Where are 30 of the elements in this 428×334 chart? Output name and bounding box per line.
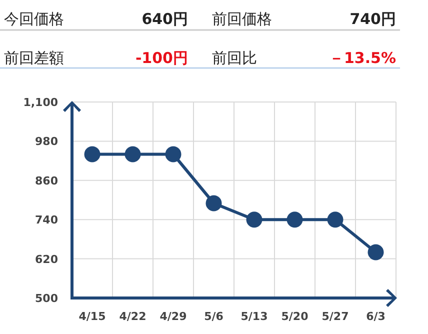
text: －13.5% [328,49,396,67]
point [165,146,182,162]
x-tick-label: 6/3 [366,310,386,323]
point [327,212,344,228]
point [368,244,384,260]
text: 640円 [142,10,188,28]
y-tick-label: 860 [35,174,58,188]
point [124,146,141,162]
text: -100円 [135,49,188,67]
x-tick-label: 5/6 [204,310,224,323]
x-tick-label: 5/13 [240,310,268,323]
point [246,212,262,228]
y-tick-label: 740 [35,214,58,227]
y-tick-label: 620 [35,252,58,266]
text: 740円 [350,10,396,28]
x-tick-label: 5/27 [322,310,349,323]
y-tick-label: 1,100 [23,96,58,109]
text: 前回差額 [4,49,64,67]
point [206,195,222,212]
x-tick-label: 4/22 [119,310,146,323]
y-tick-label: 980 [35,135,58,148]
point [286,212,303,228]
text: 前回価格 [212,10,272,28]
y-tick-label: 500 [35,292,58,305]
x-tick-label: 5/20 [281,310,309,323]
text: 今回価格 [4,10,64,28]
x-tick-label: 4/15 [78,310,106,323]
x-tick-label: 4/29 [160,310,187,323]
point [84,146,100,162]
text: 前回比 [212,49,257,67]
